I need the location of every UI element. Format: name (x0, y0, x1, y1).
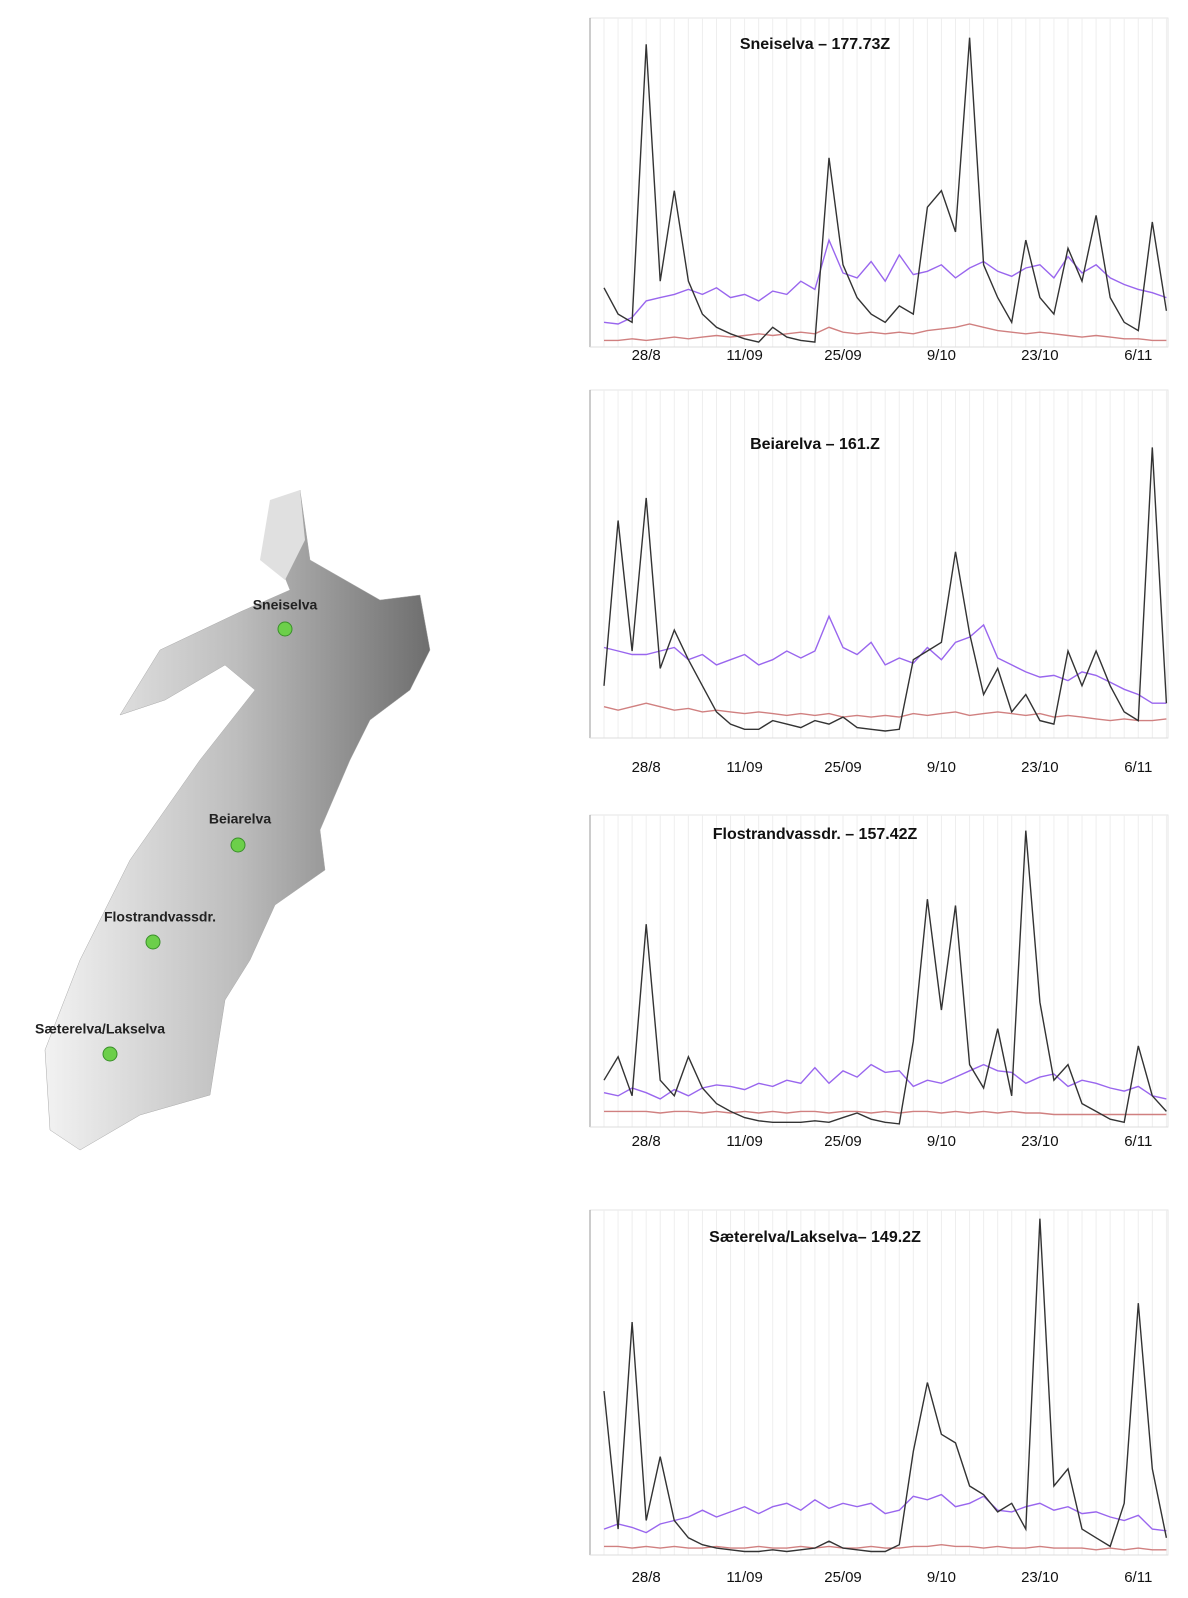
x-tick-label: 23/10 (1021, 1133, 1059, 1150)
chart-title: Beiarelva – 161.Z (750, 436, 880, 453)
station-label: Sæterelva/Lakselva (35, 1021, 165, 1037)
x-tick-label: 6/11 (1124, 347, 1152, 364)
x-tick-label: 23/10 (1021, 1569, 1059, 1586)
x-tick-label: 9/10 (927, 347, 956, 364)
x-tick-label: 25/09 (824, 759, 862, 776)
x-tick-label: 6/11 (1124, 1133, 1152, 1150)
map: Sneiselva Beiarelva Flostrandvassdr. Sæt… (35, 490, 430, 1150)
x-tick-label: 11/09 (726, 1569, 762, 1586)
x-tick-label: 23/10 (1021, 347, 1059, 364)
x-tick-label: 6/11 (1124, 759, 1152, 776)
x-tick-label: 11/09 (726, 759, 762, 776)
x-tick-label: 25/09 (824, 1569, 862, 1586)
x-tick-label: 6/11 (1124, 1569, 1152, 1586)
chart-title: Sneiselva – 177.73Z (740, 36, 891, 53)
x-tick-label: 28/8 (632, 1133, 661, 1150)
x-tick-label: 23/10 (1021, 759, 1059, 776)
chart-title: Flostrandvassdr. – 157.42Z (713, 826, 918, 843)
x-tick-label: 25/09 (824, 347, 862, 364)
x-tick-label: 28/8 (632, 1569, 661, 1586)
x-tick-label: 9/10 (927, 759, 956, 776)
station-dot (103, 1047, 117, 1061)
x-tick-label: 28/8 (632, 759, 661, 776)
station-label: Beiarelva (209, 811, 271, 827)
chart-title: Sæterelva/Lakselva– 149.2Z (709, 1229, 921, 1246)
station-label: Sneiselva (253, 597, 318, 613)
figure: Sneiselva Beiarelva Flostrandvassdr. Sæt… (0, 0, 1188, 1593)
station-label: Flostrandvassdr. (104, 909, 216, 925)
plot-area (590, 1210, 1168, 1555)
x-tick-label: 9/10 (927, 1133, 956, 1150)
x-tick-label: 28/8 (632, 347, 661, 364)
x-tick-label: 9/10 (927, 1569, 956, 1586)
plot-area (590, 18, 1168, 347)
x-tick-label: 11/09 (726, 347, 762, 364)
x-tick-label: 11/09 (726, 1133, 762, 1150)
station-dot (231, 838, 245, 852)
x-tick-label: 25/09 (824, 1133, 862, 1150)
station-dot (146, 935, 160, 949)
station-dot (278, 622, 292, 636)
